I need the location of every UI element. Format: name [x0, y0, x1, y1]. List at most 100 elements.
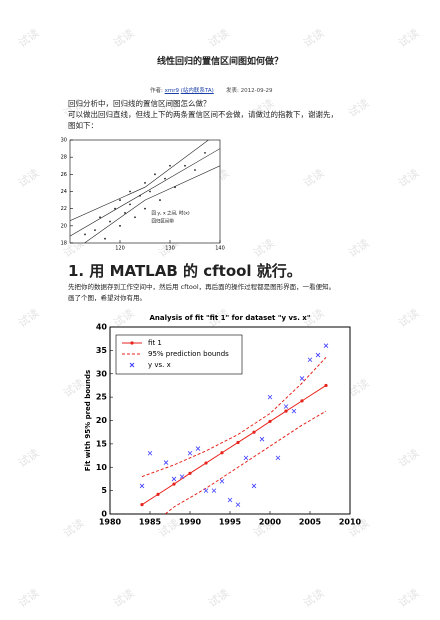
legend-label: y vs. x	[148, 361, 171, 369]
point	[299, 376, 305, 381]
point	[129, 190, 131, 193]
y-tick-label: 28	[61, 155, 67, 161]
point	[109, 220, 111, 223]
y-tick-label: 24	[61, 189, 67, 195]
point	[187, 450, 193, 456]
annotation: 回 y, x 之间, 时(x)	[152, 209, 190, 216]
y-tick-label: 26	[61, 172, 67, 178]
heading: 1. 用 MATLAB 的 cftool 就行。	[68, 262, 302, 280]
point	[164, 177, 166, 180]
text-line: 可以做出回归直线，但线上下的两条置信区间不会做，请做过的指教下，谢谢先，	[68, 110, 338, 119]
point	[195, 446, 201, 451]
text-line: 图如下：	[68, 121, 98, 130]
point	[291, 408, 297, 414]
series-line	[83, 165, 220, 243]
point	[169, 164, 171, 167]
y-tick-label: 18	[61, 241, 67, 247]
text-line: 回归分析中，回归线的置信区间图怎么做？	[68, 99, 211, 108]
text-line: 先把你的数据存到工作空间中，然后用 cftool，再后面的操作过程都是图形界面，…	[68, 283, 336, 291]
meta: 作者: xmr9 (站内联系TA) 发表: 2012-09-29	[150, 86, 273, 94]
fit-point	[220, 451, 224, 455]
chart-title: Analysis of fit "fit 1" for dataset "y v…	[150, 314, 311, 322]
x-tick-label: 2005	[299, 518, 322, 527]
fit-point	[300, 399, 304, 403]
fit-point	[284, 409, 288, 413]
point	[163, 460, 169, 465]
x-tick-label: 140	[215, 246, 225, 252]
x-tick-label: 1990	[179, 518, 202, 527]
series-line	[164, 410, 327, 514]
point	[243, 455, 249, 461]
y-tick-label: 0	[101, 510, 107, 519]
point	[194, 169, 196, 171]
point	[315, 352, 321, 358]
point	[104, 237, 106, 240]
point	[99, 216, 101, 219]
point	[149, 190, 151, 193]
y-tick-label: 30	[96, 369, 108, 378]
legend-label: fit 1	[148, 339, 162, 347]
point	[211, 488, 217, 493]
fit-point	[268, 419, 272, 424]
x-tick-label: 1985	[139, 518, 162, 527]
point	[219, 478, 225, 484]
point	[267, 394, 273, 400]
y-tick-label: 10	[96, 463, 108, 472]
series-line	[70, 148, 220, 237]
plot-marks	[70, 140, 220, 243]
fit-point	[204, 461, 208, 465]
plot-marks	[139, 343, 329, 514]
author-label: 作者:	[150, 88, 163, 94]
point	[134, 216, 136, 219]
y-tick-label: 20	[61, 223, 67, 229]
date-label: 发表:	[225, 88, 239, 94]
x-tick-label: 1995	[219, 518, 242, 527]
point	[114, 207, 116, 210]
point	[144, 182, 146, 184]
point	[235, 502, 241, 507]
point	[204, 151, 206, 154]
point	[283, 404, 289, 409]
series-line	[70, 140, 209, 221]
point	[323, 343, 329, 348]
point	[139, 483, 145, 489]
x-tick-label: 130	[165, 246, 175, 252]
point	[119, 199, 121, 201]
author[interactable]: xmr9	[164, 88, 179, 94]
point	[144, 207, 146, 210]
point	[154, 173, 156, 176]
point	[184, 164, 186, 167]
legend-label: 95% prediction bounds	[148, 350, 229, 358]
point	[84, 233, 86, 236]
point	[119, 224, 121, 227]
annotation: 回归区间带	[152, 217, 175, 224]
fit-point	[172, 482, 176, 486]
y-tick-label: 15	[96, 439, 108, 448]
fit-point	[252, 430, 256, 434]
point	[129, 203, 131, 206]
y-tick-label: 40	[96, 323, 108, 332]
series-line	[141, 385, 327, 506]
contact[interactable]: (站内联系TA)	[180, 88, 214, 94]
point	[275, 455, 281, 461]
point	[259, 436, 265, 442]
fit-point	[188, 471, 192, 475]
x-tick-label: 120	[115, 246, 125, 252]
point	[227, 497, 233, 503]
point	[147, 450, 153, 456]
plot-frame	[69, 139, 221, 244]
point	[203, 488, 209, 493]
fit-point	[156, 492, 160, 496]
point	[171, 476, 177, 482]
fit-point	[324, 383, 328, 388]
date: 2012-09-29	[240, 88, 273, 94]
y-tick-label: 25	[96, 393, 108, 402]
point	[159, 199, 161, 201]
text-line: 画了个图，希望对你有用。	[68, 294, 146, 302]
y-tick-label: 5	[101, 486, 107, 495]
answer: 先把你的数据存到工作空间中，然后用 cftool，再后面的操作过程都是图形界面，…	[68, 282, 335, 304]
doc-title: 线性回归的置信区间图如何做？	[156, 57, 283, 67]
x-tick-label: 2010	[339, 518, 362, 527]
